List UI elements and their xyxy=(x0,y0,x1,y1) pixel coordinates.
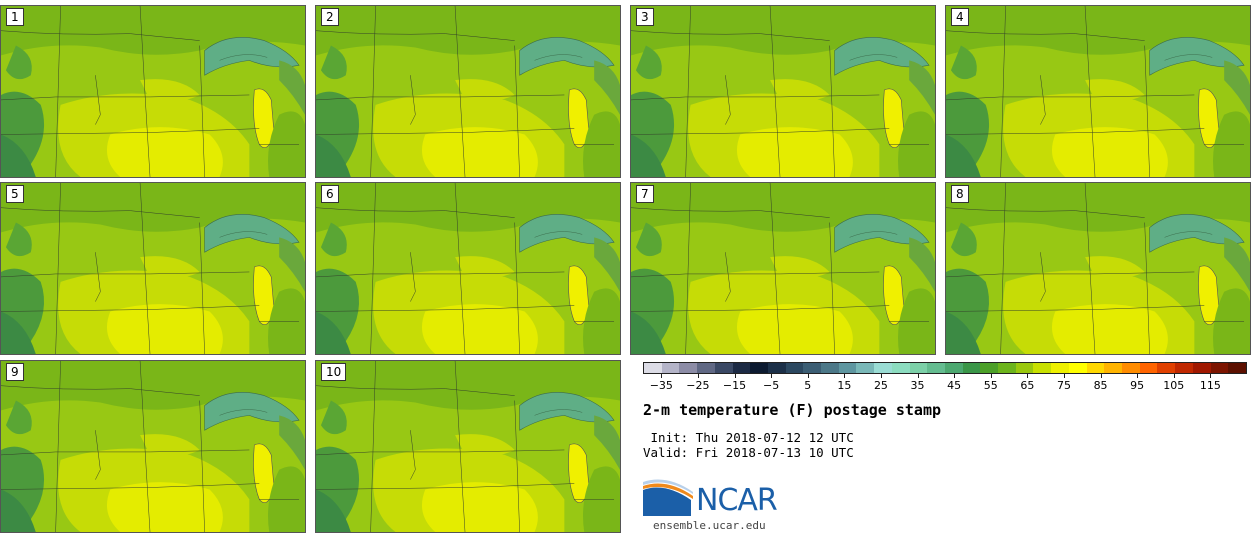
colorbar-segment xyxy=(980,363,999,373)
colorbar-segment xyxy=(767,363,786,373)
colorbar-segment xyxy=(1139,363,1158,373)
colorbar-segment xyxy=(1175,363,1193,373)
colorbar-tick-mark xyxy=(1173,374,1175,378)
colorbar-segment xyxy=(909,363,928,373)
map-panel-1: 1 xyxy=(0,5,306,178)
temperature-colorbar xyxy=(643,362,1247,374)
colorbar-tick-mark xyxy=(807,374,809,378)
colorbar-segment xyxy=(1033,363,1052,373)
map-panel-6: 6 xyxy=(315,182,621,355)
colorbar-segment xyxy=(874,363,892,373)
panel-number: 2 xyxy=(321,8,339,26)
colorbar-segment xyxy=(944,363,963,373)
ncar-logo-text: NCAR xyxy=(696,483,778,518)
colorbar-segment xyxy=(1121,363,1140,373)
colorbar-tick-label: 25 xyxy=(873,379,888,392)
colorbar-segment xyxy=(1157,363,1176,373)
plot-title: 2-m temperature (F) postage stamp xyxy=(643,401,942,419)
panel-number: 8 xyxy=(951,185,969,203)
colorbar-segment xyxy=(661,363,680,373)
colorbar-tick-mark xyxy=(697,374,699,378)
colorbar-tick-mark xyxy=(917,374,919,378)
colorbar-segment xyxy=(838,363,857,373)
colorbar-tick-label: 55 xyxy=(983,379,998,392)
colorbar-tick-mark xyxy=(734,374,736,378)
site-url: ensemble.ucar.edu xyxy=(653,519,766,532)
colorbar-tick-label: −35 xyxy=(649,379,673,392)
colorbar-segment xyxy=(1086,363,1105,373)
colorbar-tick-mark xyxy=(954,374,956,378)
panel-number: 9 xyxy=(6,363,24,381)
map-panel-8: 8 xyxy=(945,182,1251,355)
panel-number: 10 xyxy=(321,363,347,381)
map-panel-10: 10 xyxy=(315,360,621,533)
colorbar-tick-label: 45 xyxy=(947,379,962,392)
colorbar-tick-label: 75 xyxy=(1056,379,1071,392)
colorbar-segment xyxy=(679,363,698,373)
colorbar-tick-label: 65 xyxy=(1020,379,1035,392)
colorbar-segment xyxy=(856,363,875,373)
colorbar-segment xyxy=(803,363,822,373)
init-time: Init: Thu 2018-07-12 12 UTC xyxy=(643,430,854,445)
colorbar-segment xyxy=(891,363,910,373)
colorbar-segment xyxy=(998,363,1016,373)
colorbar-tick-label: 35 xyxy=(910,379,925,392)
map-panel-2: 2 xyxy=(315,5,621,178)
colorbar-tick-mark xyxy=(661,374,663,378)
colorbar-tick-label: 15 xyxy=(837,379,852,392)
colorbar-segment xyxy=(1068,363,1087,373)
colorbar-segment xyxy=(962,363,981,373)
panel-number: 7 xyxy=(636,185,654,203)
panel-number: 3 xyxy=(636,8,654,26)
map-panel-4: 4 xyxy=(945,5,1251,178)
colorbar-segment xyxy=(821,363,839,373)
colorbar-segment xyxy=(644,363,662,373)
colorbar-ticks: −35 −25 −15 −5 5 15 25 35 45 55 65 75 85 95 105 115 xyxy=(643,374,1247,394)
map-panel-3: 3 xyxy=(630,5,936,178)
colorbar-segment xyxy=(1192,363,1211,373)
colorbar-tick-label: 95 xyxy=(1130,379,1145,392)
colorbar-segment xyxy=(1210,363,1229,373)
colorbar-tick-label: −15 xyxy=(722,379,747,392)
panel-number: 5 xyxy=(6,185,24,203)
colorbar-tick-mark xyxy=(880,374,882,378)
colorbar-segment xyxy=(1051,363,1069,373)
map-panel-5: 5 xyxy=(0,182,306,355)
map-panel-9: 9 xyxy=(0,360,306,533)
colorbar-segment xyxy=(714,363,733,373)
colorbar-tick-mark xyxy=(1210,374,1212,378)
colorbar-segment xyxy=(732,363,751,373)
colorbar-tick-mark xyxy=(1100,374,1102,378)
colorbar-tick-mark xyxy=(771,374,773,378)
colorbar-tick-label: 5 xyxy=(804,379,812,392)
colorbar-tick-mark xyxy=(990,374,992,378)
valid-time: Valid: Fri 2018-07-13 10 UTC xyxy=(643,445,854,460)
panel-number: 1 xyxy=(6,8,24,26)
colorbar-tick-label: 115 xyxy=(1199,379,1221,392)
colorbar-segment xyxy=(1228,363,1246,373)
colorbar-tick-label: −25 xyxy=(686,379,710,392)
colorbar-tick-label: −5 xyxy=(763,379,780,392)
colorbar-tick-mark xyxy=(1137,374,1139,378)
colorbar-segment xyxy=(927,363,945,373)
colorbar-segment xyxy=(1015,363,1034,373)
map-panel-7: 7 xyxy=(630,182,936,355)
colorbar-tick-mark xyxy=(1027,374,1029,378)
colorbar-segment xyxy=(750,363,768,373)
colorbar-tick-label: 85 xyxy=(1093,379,1108,392)
ncar-swoosh-icon xyxy=(643,479,693,516)
colorbar-segment xyxy=(1104,363,1122,373)
panel-number: 6 xyxy=(321,185,339,203)
colorbar-segment xyxy=(785,363,804,373)
colorbar-segment xyxy=(697,363,715,373)
colorbar-tick-mark xyxy=(844,374,846,378)
colorbar-tick-label: 105 xyxy=(1163,379,1185,392)
panel-number: 4 xyxy=(951,8,969,26)
colorbar-tick-mark xyxy=(1063,374,1065,378)
